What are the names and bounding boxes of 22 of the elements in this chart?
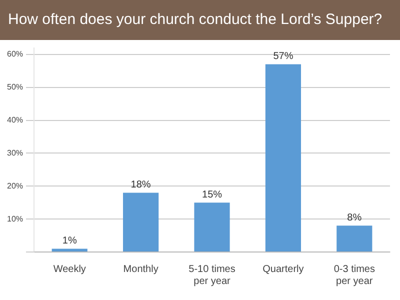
y-tick-label: 20% [6, 181, 24, 190]
x-tick-label: Monthly [123, 264, 158, 275]
x-tick-label: Weekly [53, 264, 86, 275]
data-label: 18% [130, 179, 151, 190]
y-tick-label: 40% [6, 115, 24, 124]
data-label: 8% [347, 212, 362, 224]
x-tick-label: 0-3 times per year [334, 264, 375, 287]
bar [194, 202, 230, 252]
y-tick-label: 50% [6, 82, 24, 92]
y-tick-label: 60% [6, 50, 24, 59]
y-tick-label: 10% [6, 214, 24, 224]
bar [336, 226, 372, 252]
bar [52, 248, 88, 252]
data-label: 1% [62, 235, 77, 246]
y-tick-label: 30% [6, 148, 24, 158]
x-tick-label: Quarterly [262, 264, 304, 275]
bar [123, 192, 159, 252]
data-label: 57% [273, 51, 294, 62]
bar [265, 64, 302, 252]
data-label: 15% [202, 189, 222, 200]
x-tick-label: 5-10 times per year [188, 264, 236, 287]
chart-title: How often does your church conduct the Lord’s Supper? [0, 0, 400, 40]
